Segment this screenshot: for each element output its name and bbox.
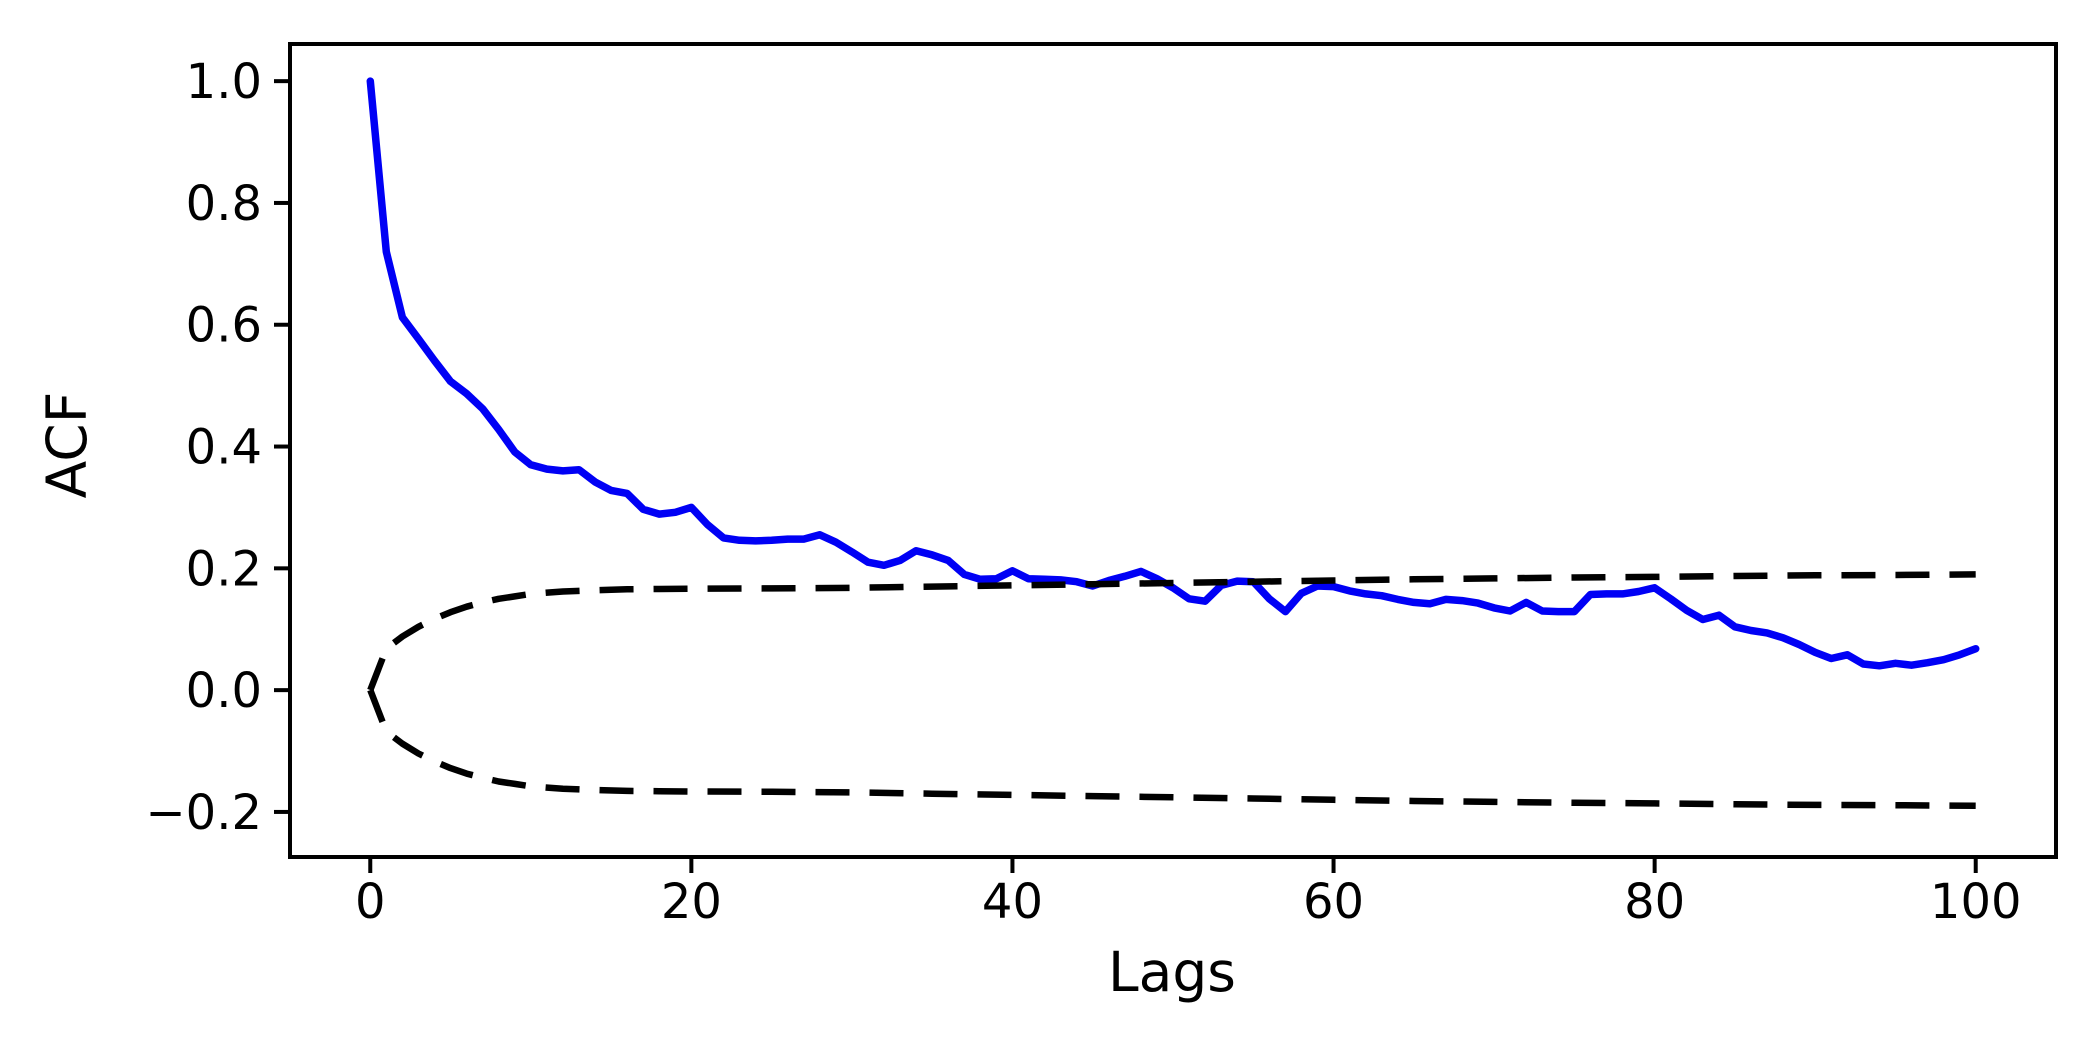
x-tick-label: 40 bbox=[982, 874, 1043, 930]
y-tick-label: −0.2 bbox=[145, 785, 262, 841]
y-tick-label: 0.6 bbox=[186, 298, 262, 354]
lower-confidence-bound-line bbox=[367, 688, 1976, 810]
y-tick-label: 0.8 bbox=[186, 176, 262, 232]
x-tick-label: 20 bbox=[661, 874, 722, 930]
x-tick-label: 60 bbox=[1303, 874, 1364, 930]
y-axis-label: ACF bbox=[35, 391, 99, 499]
y-tick-label: 1.0 bbox=[186, 54, 262, 110]
x-tick-label: 0 bbox=[355, 874, 386, 930]
y-tick-label: 0.0 bbox=[186, 663, 262, 719]
plot-area-frame bbox=[288, 42, 2058, 859]
x-axis-label: Lags bbox=[1108, 940, 1236, 1004]
y-tick-label: 0.2 bbox=[186, 541, 262, 597]
y-tick-label: 0.4 bbox=[186, 420, 262, 476]
acf-line bbox=[366, 77, 1980, 670]
upper-confidence-bound-line bbox=[367, 571, 1976, 692]
x-tick-label: 100 bbox=[1930, 874, 2022, 930]
x-tick-label: 80 bbox=[1624, 874, 1685, 930]
